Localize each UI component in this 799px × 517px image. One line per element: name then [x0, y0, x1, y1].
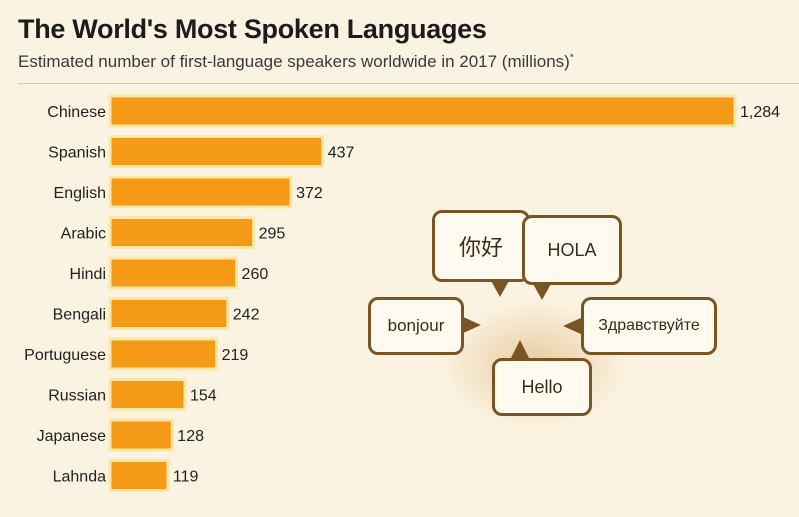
value-label: 295: [259, 226, 286, 243]
bar: [108, 297, 230, 330]
bar: [108, 94, 737, 128]
bubble-text-english: Hello: [521, 376, 563, 397]
speech-bubble-chinese: 你好: [432, 210, 530, 282]
value-label: 260: [242, 266, 269, 283]
bubble-tail-spanish: [532, 282, 552, 300]
category-label: Spanish: [48, 145, 106, 162]
chart-title: The World's Most Spoken Languages: [18, 14, 487, 44]
speech-bubble-french: bonjour: [368, 297, 464, 355]
category-label: Arabic: [61, 226, 106, 243]
category-label: Japanese: [37, 428, 106, 445]
value-label: 1,284: [740, 104, 780, 121]
bar: [108, 418, 174, 452]
category-label: Chinese: [47, 104, 106, 121]
value-label: 128: [177, 428, 204, 445]
category-label: English: [54, 185, 106, 202]
bubble-tail-chinese: [490, 279, 510, 297]
value-label: 372: [296, 185, 323, 202]
value-label: 219: [222, 347, 249, 364]
bar: [108, 378, 187, 411]
category-label: Hindi: [70, 266, 106, 283]
bubble-text-spanish: HOLA: [547, 239, 597, 260]
header-divider: [18, 83, 799, 84]
value-label: 119: [173, 469, 199, 486]
bubble-text-chinese: 你好: [458, 235, 503, 260]
bar: [108, 135, 325, 168]
value-label: 242: [233, 307, 260, 324]
footnote-marker: *: [569, 52, 574, 64]
category-label: Bengali: [53, 307, 106, 324]
speech-bubble-russian: Здравствуйте: [581, 297, 717, 355]
chart-subtitle: Estimated number of first-language speak…: [18, 52, 574, 72]
category-label: Russian: [48, 388, 106, 405]
bar: [108, 337, 219, 371]
bubble-tail-french: [461, 316, 481, 334]
bar: [108, 175, 293, 209]
bubble-text-french: bonjour: [387, 316, 445, 335]
bubble-text-russian: Здравствуйте: [598, 317, 700, 334]
subtitle-text: Estimated number of first-language speak…: [18, 52, 570, 71]
speech-bubble-spanish: HOLA: [522, 215, 622, 285]
bubble-tail-english: [510, 340, 530, 360]
bar-chart: Chinese 1,284 Spanish 437 English 372 Arabic 29…: [24, 94, 780, 492]
value-label: 437: [328, 145, 355, 162]
bubble-tail-russian: [563, 317, 583, 335]
speech-bubble-english: Hello: [492, 358, 592, 416]
bar: [108, 459, 170, 492]
category-label: Lahnda: [53, 469, 106, 486]
bar: [108, 216, 256, 249]
category-label: Portuguese: [24, 347, 106, 364]
bar: [108, 256, 239, 290]
value-label: 154: [190, 388, 217, 405]
